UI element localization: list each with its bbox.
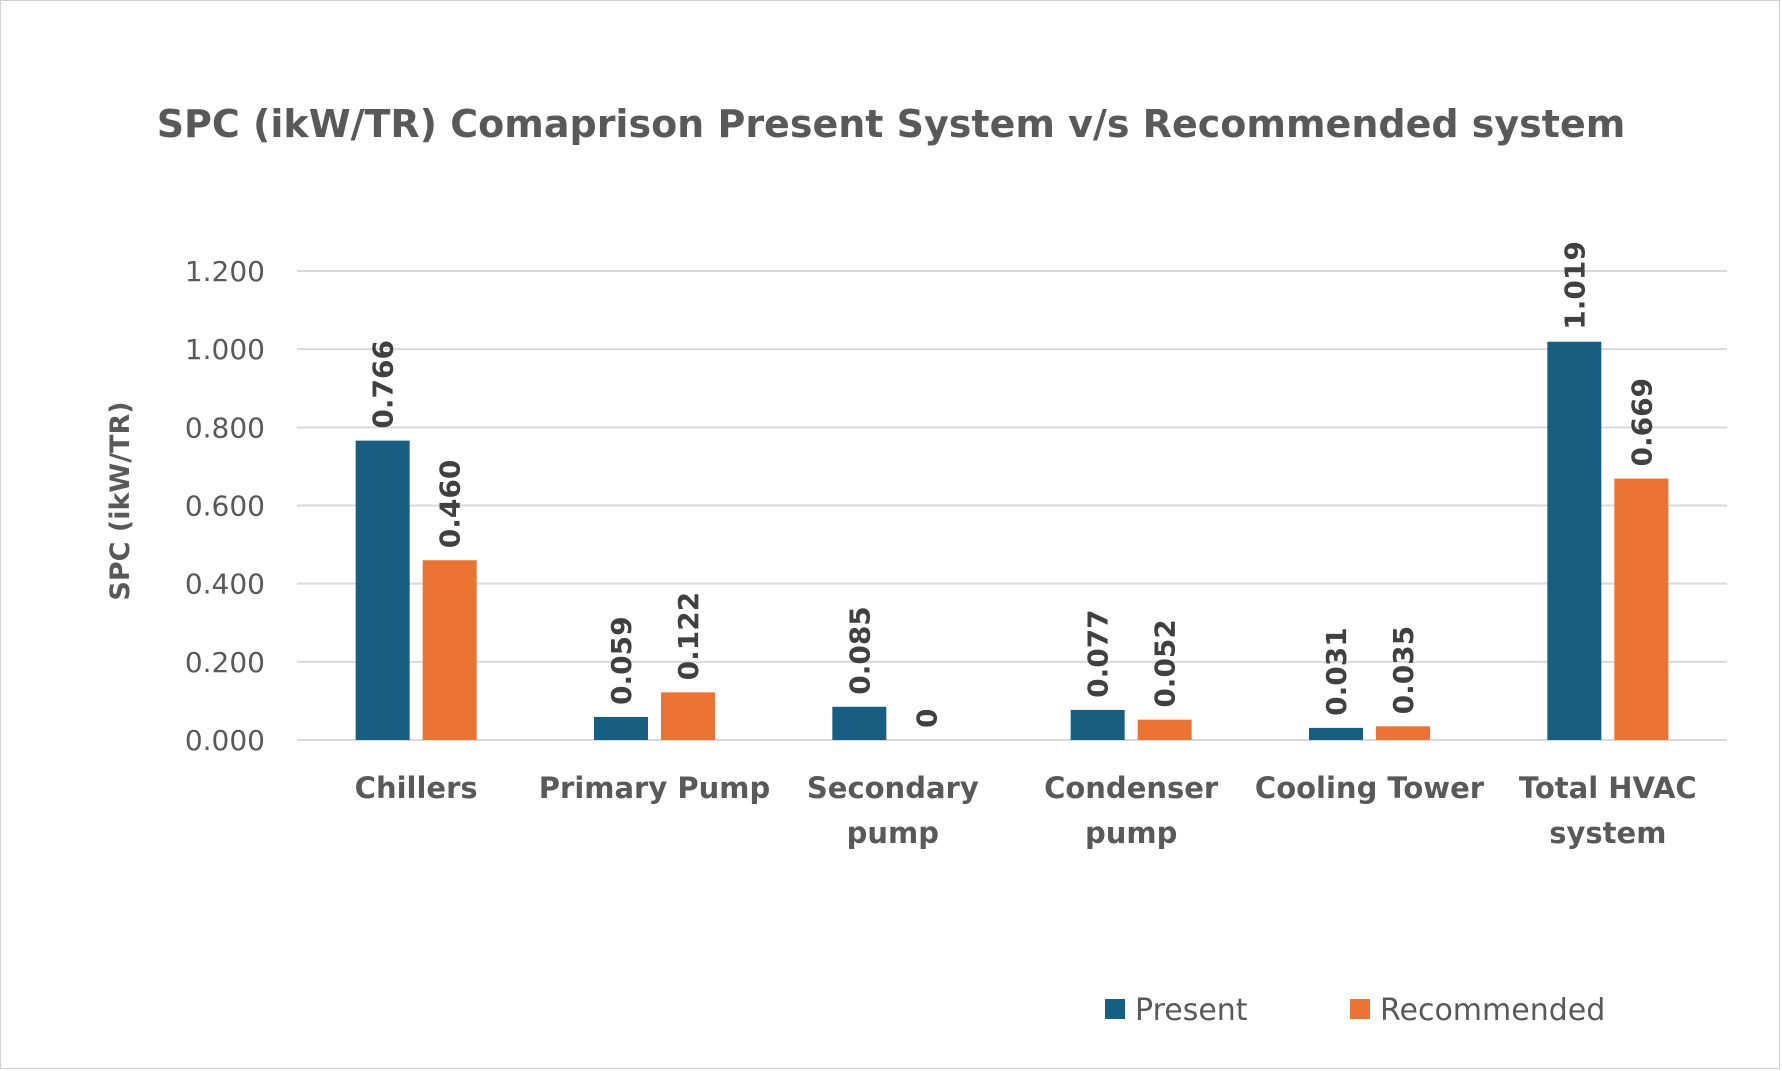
category-label: Secondary (807, 771, 979, 805)
y-tick-label: 1.000 (185, 333, 265, 366)
category-label: Total HVAC (1519, 771, 1697, 805)
y-tick-label: 1.200 (185, 255, 265, 288)
data-label: 0.052 (1149, 619, 1182, 708)
category-label: pump (1085, 816, 1177, 850)
category-label: pump (847, 816, 939, 850)
bar-present (832, 706, 887, 740)
data-labels: 0.766 0.460 0.059 0.122 0.085 0 0.077 0.052 0.03… (367, 241, 1659, 728)
bar-present (1309, 727, 1363, 740)
data-label: 0.122 (672, 592, 705, 681)
data-label: 0.035 (1387, 626, 1420, 715)
legend-swatch-present (1105, 999, 1125, 1019)
bar-present (1547, 341, 1602, 740)
category-label: Cooling Tower (1255, 771, 1485, 805)
category-label: Chillers (355, 771, 478, 805)
bar-recommended (422, 560, 477, 740)
legend: Present Recommended (1105, 993, 1605, 1028)
data-label: 0.766 (367, 340, 400, 429)
chart-title: SPC (ikW/TR) Comaprison Present System v… (157, 102, 1626, 146)
y-axis-ticks: 0.000 0.200 0.400 0.600 0.800 1.000 1.200 (185, 255, 265, 757)
data-label: 0.460 (434, 460, 467, 549)
bar-recommended (661, 692, 715, 740)
data-label: 0.085 (843, 606, 876, 695)
bar-present (355, 440, 410, 740)
data-label: 0.059 (605, 616, 638, 705)
bars (355, 341, 1669, 740)
x-axis-categories: Chillers Primary Pump Secondary pump Condens… (355, 771, 1697, 850)
legend-swatch-recommended (1350, 999, 1370, 1019)
y-tick-label: 0.200 (185, 646, 265, 679)
y-tick-label: 0.800 (185, 411, 265, 444)
y-axis-label: SPC (ikW/TR) (105, 401, 136, 600)
y-tick-label: 0.000 (185, 724, 265, 757)
gridlines (297, 270, 1727, 741)
category-label: system (1549, 816, 1666, 850)
data-label: 0.669 (1625, 378, 1658, 467)
bar-recommended (1137, 719, 1192, 740)
category-label: Condenser (1044, 771, 1219, 805)
data-label: 0.077 (1082, 609, 1115, 698)
legend-label-recommended: Recommended (1380, 993, 1605, 1028)
bar-recommended (1376, 726, 1430, 740)
y-tick-label: 0.600 (185, 490, 265, 523)
legend-label-present: Present (1135, 993, 1248, 1028)
bar-recommended (1614, 478, 1669, 740)
category-label: Primary Pump (539, 771, 770, 805)
y-tick-label: 0.400 (185, 568, 265, 601)
bar-present (594, 716, 648, 740)
data-label: 0 (910, 709, 943, 728)
data-label: 0.031 (1320, 627, 1353, 716)
data-label: 1.019 (1558, 241, 1591, 330)
bar-present (1070, 709, 1125, 740)
